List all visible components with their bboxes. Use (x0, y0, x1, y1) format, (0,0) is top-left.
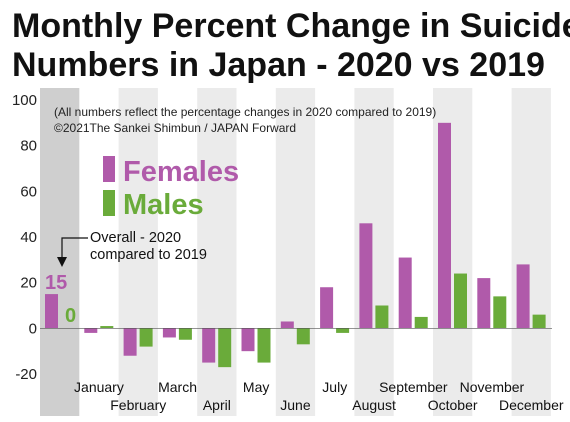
x-tick-label-august: August (352, 397, 396, 413)
x-tick-label-may: May (243, 379, 269, 395)
bar-males-march (178, 328, 192, 340)
overall-annotation-line1: Overall - 2020 (90, 230, 181, 246)
x-tick-label-april: April (203, 397, 231, 413)
bar-males-july (336, 328, 350, 333)
chart-note: (All numbers reflect the percentage chan… (54, 105, 436, 119)
y-tick-label: 60 (20, 183, 37, 200)
bar-males-august (375, 305, 389, 329)
x-tick-label-february: February (110, 397, 166, 413)
overall-annotation-line2: compared to 2019 (90, 247, 207, 263)
bar-males-june (296, 328, 310, 345)
legend-label-females: Females (123, 156, 239, 188)
bar-males-november (493, 296, 507, 329)
bar-males-january (100, 326, 114, 329)
bar-females-overall (45, 294, 58, 329)
x-tick-label-october: October (428, 397, 478, 413)
x-tick-label-june: June (280, 397, 311, 413)
bar-females-march (162, 328, 176, 338)
y-tick-label: 0 (29, 320, 37, 337)
bar-females-july (320, 287, 334, 329)
band-december (511, 88, 551, 416)
y-tick-label: 80 (20, 138, 37, 155)
bar-females-may (241, 328, 255, 352)
bar-females-january (84, 328, 98, 333)
x-tick-label-september: September (379, 379, 448, 395)
legend-swatch-females (103, 156, 115, 182)
legend-label-males: Males (123, 189, 204, 221)
bar-females-september (398, 257, 412, 329)
band-june (275, 88, 316, 416)
y-tick-label: 40 (20, 229, 37, 246)
bar-females-august (359, 223, 373, 329)
bar-females-april (202, 328, 216, 363)
bar-males-october (454, 273, 467, 329)
bars (45, 122, 546, 368)
chart-credit: ©2021The Sankei Shimbun / JAPAN Forward (54, 121, 296, 135)
bar-females-june (280, 321, 294, 329)
y-axis-ticks: 100 80 60 40 20 0 -20 (12, 92, 37, 383)
y-tick-label: -20 (15, 366, 37, 383)
chart-title-line2: Numbers in Japan - 2020 vs 2019 (12, 46, 545, 84)
x-tick-label-december: December (499, 397, 564, 413)
overall-annotation-arrow-line (61, 237, 88, 259)
bar-males-december (532, 314, 546, 329)
x-tick-label-march: March (158, 379, 197, 395)
band-february (118, 88, 158, 416)
overall-band (40, 88, 80, 416)
overall-males-data-label: 0 (65, 305, 76, 327)
bar-females-october (438, 122, 451, 329)
bar-females-november (477, 278, 491, 329)
bar-females-february (123, 328, 137, 356)
y-tick-label: 100 (12, 92, 37, 109)
legend-swatch-males (103, 190, 115, 216)
overall-females-data-label: 15 (45, 272, 67, 294)
bar-females-december (516, 264, 530, 329)
x-tick-label-november: November (460, 379, 525, 395)
legend: Females Males (103, 156, 239, 221)
bar-males-september (414, 316, 428, 329)
x-tick-label-july: July (322, 379, 347, 395)
y-tick-label: 20 (20, 275, 37, 292)
x-axis-labels: January February March April May June July Augu… (74, 379, 564, 413)
arrow-down-icon (57, 257, 67, 267)
x-tick-label-january: January (74, 379, 124, 395)
bar-males-february (139, 328, 153, 347)
bar-males-may (257, 328, 271, 363)
bar-males-april (218, 328, 232, 368)
chart-title-line1: Monthly Percent Change in Suicide (12, 7, 570, 45)
